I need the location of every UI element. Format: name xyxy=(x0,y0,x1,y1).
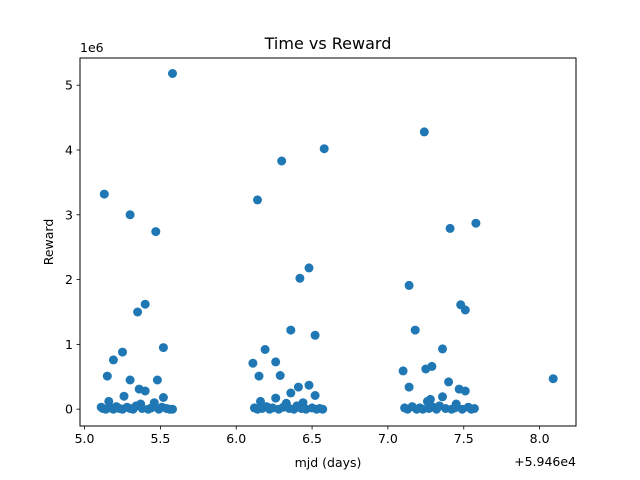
data-point-6 xyxy=(158,343,168,353)
data-point-79 xyxy=(404,280,414,290)
data-point-93 xyxy=(422,396,432,406)
data-point-51 xyxy=(304,380,314,390)
data-point-46 xyxy=(260,345,270,354)
data-point-0 xyxy=(168,69,177,78)
x-tick-label-5: 7.5 xyxy=(454,431,474,446)
y-axis-label: Reward xyxy=(41,219,56,266)
data-point-1 xyxy=(99,189,109,199)
plot-area-frame xyxy=(79,57,577,427)
data-point-91 xyxy=(438,392,447,402)
y-tick-label-2: 2 xyxy=(65,272,73,287)
data-point-48 xyxy=(248,358,258,368)
data-point-7 xyxy=(118,347,127,357)
y-axis-ticks: 0 1 2 3 4 5 xyxy=(65,78,80,417)
data-point-47 xyxy=(271,357,281,367)
x-tick-label-3: 6.5 xyxy=(302,431,322,446)
data-point-43 xyxy=(295,273,305,283)
data-point-54 xyxy=(310,391,320,400)
x-axis-label: mjd (days) xyxy=(295,455,362,470)
data-point-75 xyxy=(318,404,328,414)
data-point-33 xyxy=(146,403,156,413)
data-point-85 xyxy=(421,364,431,374)
y-tick-label-1: 1 xyxy=(65,337,73,352)
data-point-81 xyxy=(460,305,470,315)
data-point-13 xyxy=(140,386,150,396)
y-axis-scale-label: 1e6 xyxy=(80,40,104,55)
x-tick-label-2: 6.0 xyxy=(226,431,246,446)
data-point-111 xyxy=(469,404,479,413)
data-point-77 xyxy=(471,218,481,228)
data-point-90 xyxy=(460,386,470,396)
data-point-8 xyxy=(108,355,118,365)
x-axis-offset-label: +5.946e4 xyxy=(514,454,576,469)
data-point-40 xyxy=(277,156,287,166)
data-point-38 xyxy=(168,404,177,414)
data-point-50 xyxy=(254,371,264,381)
data-point-5 xyxy=(133,307,143,317)
data-point-14 xyxy=(119,391,129,401)
data-point-82 xyxy=(410,325,420,335)
data-point-41 xyxy=(253,195,262,205)
data-point-107 xyxy=(450,403,460,413)
y-tick-label-5: 5 xyxy=(65,78,73,93)
data-point-45 xyxy=(310,330,320,340)
data-point-39 xyxy=(319,144,329,154)
x-tick-label-6: 8.0 xyxy=(530,431,550,446)
data-point-10 xyxy=(125,375,135,385)
data-point-112 xyxy=(548,374,558,384)
data-point-56 xyxy=(256,396,265,406)
x-tick-label-0: 5.0 xyxy=(75,431,95,446)
data-point-4 xyxy=(140,299,150,309)
y-tick-label-4: 4 xyxy=(65,143,73,158)
data-point-55 xyxy=(271,393,281,403)
data-point-44 xyxy=(286,325,296,335)
data-point-11 xyxy=(152,375,162,385)
data-point-86 xyxy=(398,366,408,376)
data-point-88 xyxy=(404,382,414,392)
chart-title: Time vs Reward xyxy=(264,34,392,53)
y-tick-label-3: 3 xyxy=(65,207,73,222)
data-point-3 xyxy=(151,227,161,237)
data-point-49 xyxy=(275,371,285,380)
data-point-52 xyxy=(293,382,303,392)
data-point-53 xyxy=(286,388,296,398)
data-point-83 xyxy=(438,344,447,354)
data-point-87 xyxy=(444,377,454,387)
x-axis-ticks: 5.0 5.5 6.0 6.5 7.0 7.5 8.0 xyxy=(75,426,550,446)
data-points xyxy=(96,69,558,414)
x-tick-label-4: 7.0 xyxy=(378,431,398,446)
data-point-15 xyxy=(158,393,168,402)
data-point-76 xyxy=(419,127,429,137)
data-point-78 xyxy=(445,223,455,233)
data-point-42 xyxy=(304,263,314,273)
x-tick-label-1: 5.5 xyxy=(150,431,170,446)
data-point-9 xyxy=(102,371,112,381)
data-point-2 xyxy=(125,210,135,220)
y-tick-label-0: 0 xyxy=(65,402,73,417)
